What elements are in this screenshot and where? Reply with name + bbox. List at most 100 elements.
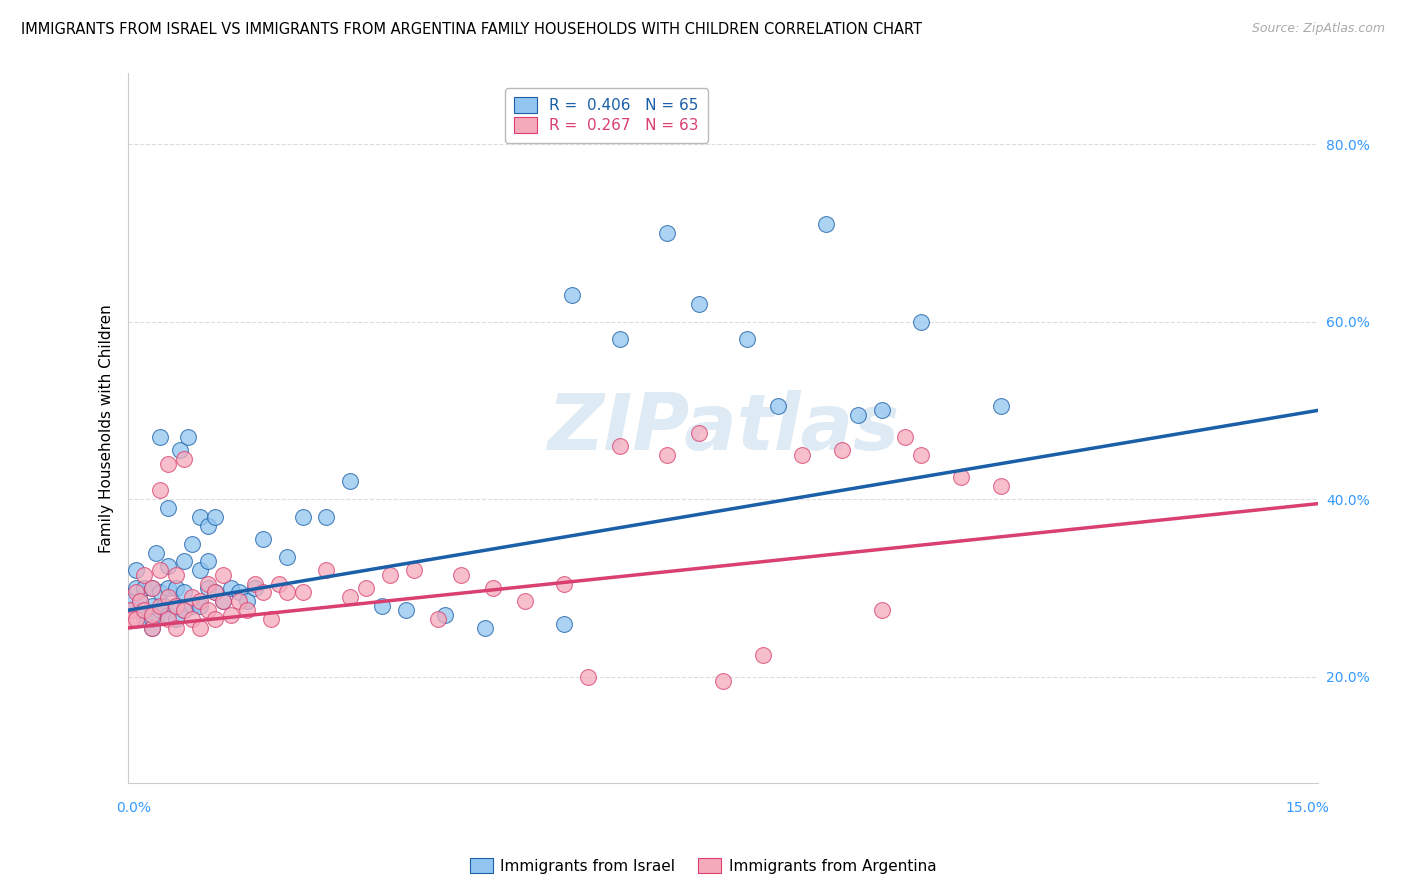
Point xyxy=(434,607,457,622)
Point xyxy=(180,612,202,626)
Point xyxy=(657,226,679,240)
Point xyxy=(132,612,155,626)
Text: 0.0%: 0.0% xyxy=(117,801,152,815)
Point xyxy=(815,217,838,231)
Point xyxy=(212,567,235,582)
Point xyxy=(910,448,932,462)
Point xyxy=(751,648,773,662)
Point xyxy=(197,576,219,591)
Point xyxy=(141,581,163,595)
Point xyxy=(188,599,211,613)
Point xyxy=(121,612,143,626)
Point xyxy=(180,599,202,613)
Point xyxy=(221,607,243,622)
Point xyxy=(156,590,179,604)
Point xyxy=(156,457,179,471)
Point xyxy=(156,581,179,595)
Point xyxy=(188,594,211,608)
Point xyxy=(450,567,472,582)
Point xyxy=(870,603,893,617)
Point xyxy=(188,563,211,577)
Point xyxy=(252,532,274,546)
Point xyxy=(894,430,917,444)
Point xyxy=(228,594,250,608)
Point xyxy=(132,603,155,617)
Point xyxy=(141,599,163,613)
Point xyxy=(132,603,155,617)
Point xyxy=(315,563,337,577)
Point xyxy=(212,594,235,608)
Point xyxy=(141,621,163,635)
Y-axis label: Family Households with Children: Family Households with Children xyxy=(100,304,114,552)
Point xyxy=(173,603,195,617)
Point xyxy=(125,581,148,595)
Point xyxy=(188,510,211,524)
Text: IMMIGRANTS FROM ISRAEL VS IMMIGRANTS FROM ARGENTINA FAMILY HOUSEHOLDS WITH CHILD: IMMIGRANTS FROM ISRAEL VS IMMIGRANTS FRO… xyxy=(21,22,922,37)
Point xyxy=(132,567,155,582)
Point xyxy=(378,567,401,582)
Point xyxy=(657,448,679,462)
Point xyxy=(482,581,505,595)
Point xyxy=(236,594,259,608)
Point xyxy=(141,607,163,622)
Legend: Immigrants from Israel, Immigrants from Argentina: Immigrants from Israel, Immigrants from … xyxy=(464,852,942,880)
Point xyxy=(221,581,243,595)
Point xyxy=(339,590,361,604)
Point xyxy=(165,599,187,613)
Point xyxy=(252,585,274,599)
Point xyxy=(204,585,226,599)
Point xyxy=(553,576,575,591)
Point xyxy=(291,510,314,524)
Point xyxy=(173,452,195,467)
Point xyxy=(949,470,972,484)
Point xyxy=(204,510,226,524)
Point xyxy=(553,616,575,631)
Point xyxy=(243,576,266,591)
Point xyxy=(402,563,425,577)
Point xyxy=(561,288,583,302)
Point xyxy=(180,590,202,604)
Legend: R =  0.406   N = 65, R =  0.267   N = 63: R = 0.406 N = 65, R = 0.267 N = 63 xyxy=(505,87,707,143)
Text: ZIPatlas: ZIPatlas xyxy=(547,390,898,467)
Point xyxy=(197,554,219,568)
Point xyxy=(173,585,195,599)
Point xyxy=(165,567,187,582)
Point xyxy=(212,594,235,608)
Point xyxy=(149,585,172,599)
Point xyxy=(145,545,167,559)
Point xyxy=(870,403,893,417)
Point xyxy=(177,430,200,444)
Point xyxy=(121,603,143,617)
Point xyxy=(204,585,226,599)
Point xyxy=(474,621,496,635)
Point xyxy=(149,599,172,613)
Point xyxy=(291,585,314,599)
Point xyxy=(141,621,163,635)
Point xyxy=(426,612,449,626)
Point xyxy=(990,479,1012,493)
Point xyxy=(149,430,172,444)
Point xyxy=(169,443,191,458)
Point xyxy=(197,519,219,533)
Point xyxy=(120,594,142,608)
Point xyxy=(711,674,734,689)
Point xyxy=(846,408,869,422)
Point xyxy=(792,448,814,462)
Point xyxy=(243,581,266,595)
Point xyxy=(125,585,148,599)
Point xyxy=(197,581,219,595)
Point xyxy=(188,621,211,635)
Text: 15.0%: 15.0% xyxy=(1285,801,1330,815)
Point xyxy=(609,439,631,453)
Point xyxy=(156,612,179,626)
Point xyxy=(688,297,710,311)
Point xyxy=(228,585,250,599)
Point xyxy=(371,599,394,613)
Point xyxy=(149,563,172,577)
Point xyxy=(118,603,141,617)
Point xyxy=(831,443,853,458)
Point xyxy=(125,563,148,577)
Point xyxy=(513,594,536,608)
Point xyxy=(609,332,631,346)
Point xyxy=(141,612,163,626)
